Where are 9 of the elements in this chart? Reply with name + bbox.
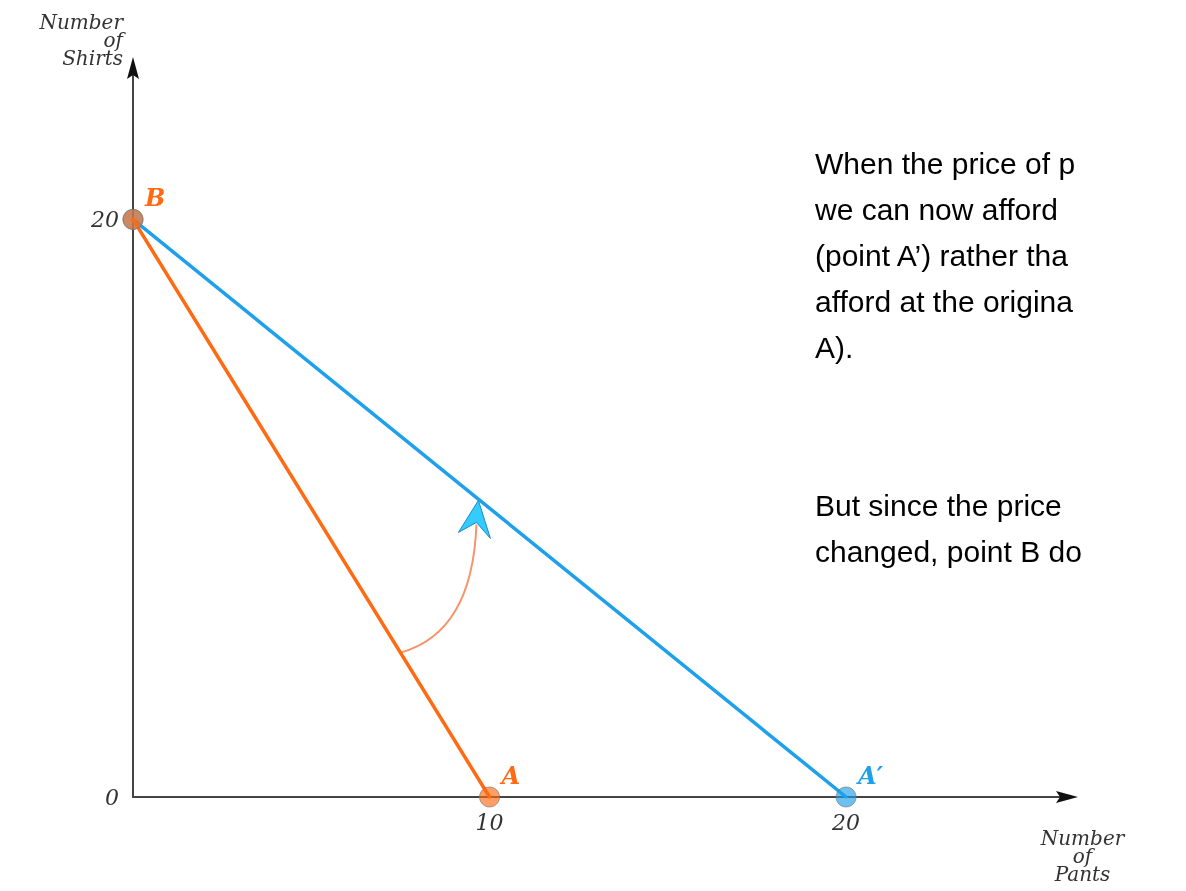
x-axis-title: Number of Pants xyxy=(1039,826,1126,886)
x-tick-label: 10 xyxy=(475,809,504,835)
y-tick-label: 0 xyxy=(105,784,119,810)
annotation: A′ xyxy=(856,760,884,790)
y-axis-title: Number of Shirts xyxy=(38,10,127,70)
annotation: But since the price changed, point B do xyxy=(815,488,1082,568)
annotation: B xyxy=(144,182,166,212)
annotation: A xyxy=(499,760,521,790)
annotation: When the price of p we can now afford (point A’) rather tha afford at the origina A). xyxy=(814,146,1076,364)
